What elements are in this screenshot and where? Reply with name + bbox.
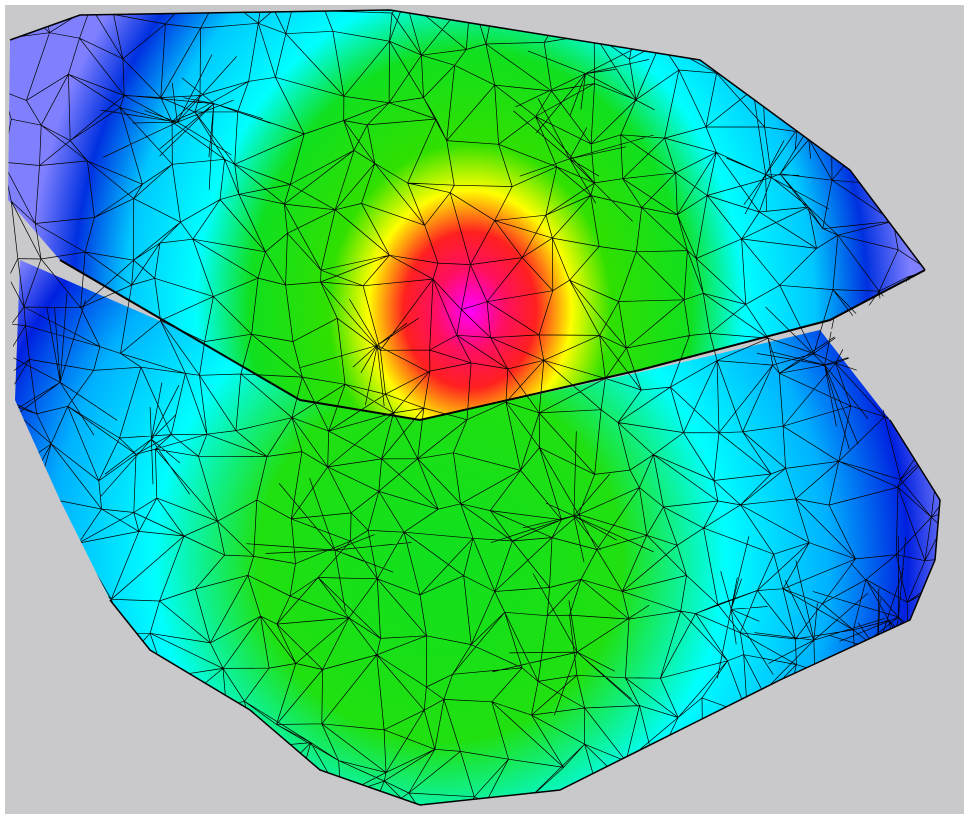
- page: (() => { const data = JSON.parse(documen…: [0, 0, 969, 819]
- render-view: [0, 0, 969, 819]
